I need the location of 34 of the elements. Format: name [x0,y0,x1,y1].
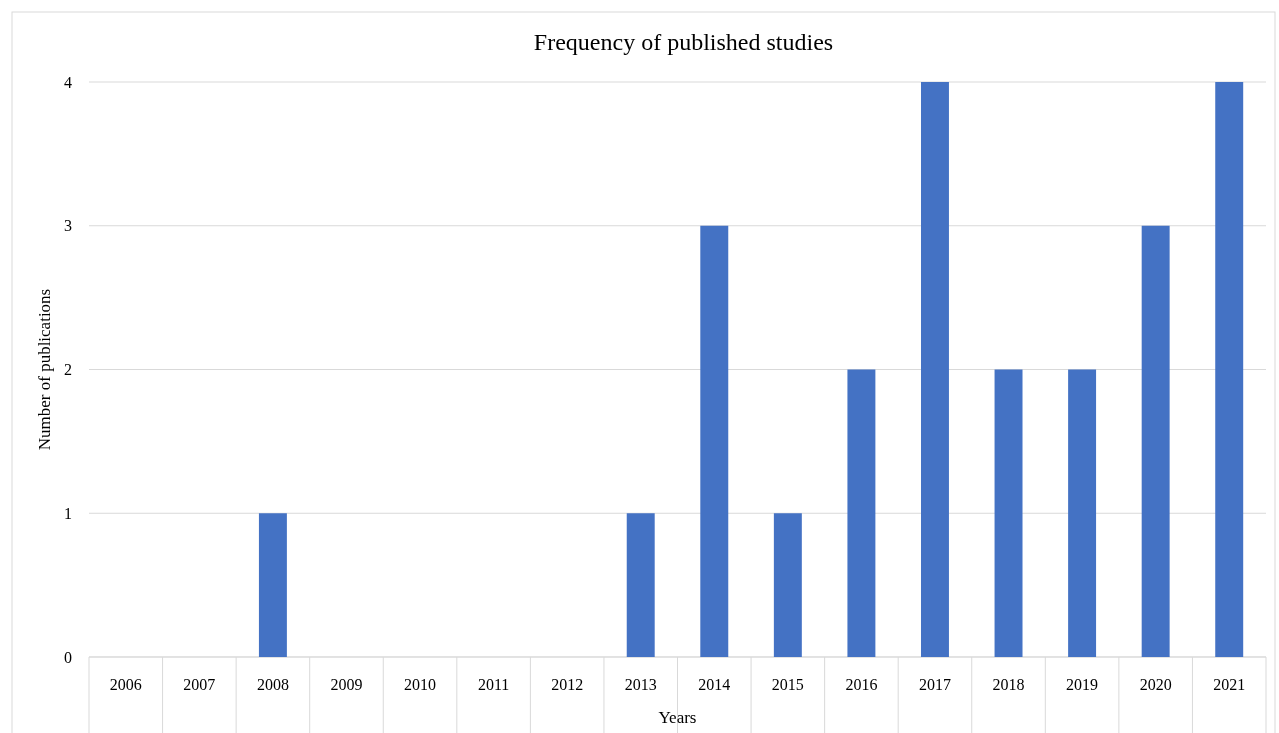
x-tick-label: 2019 [1066,676,1099,693]
y-tick-label: 4 [64,73,72,91]
bar [920,82,949,657]
x-tick-label: 2009 [330,676,363,693]
y-tick-label: 0 [64,648,72,666]
bar [847,369,876,657]
bar [700,225,729,657]
x-tick-label: 2010 [404,676,437,693]
x-axis-title: Years [658,708,697,727]
bar [1141,225,1170,657]
bar [1215,82,1244,657]
bar [773,513,802,657]
x-tick-label: 2011 [477,676,510,693]
y-axis-title: Number of publications [35,288,54,451]
x-tick-label: 2020 [1139,676,1172,693]
y-tick-label: 3 [64,217,72,235]
y-tick-label: 2 [64,361,72,379]
chart-title: Frequency of published studies [533,29,834,55]
x-tick-label: 2006 [109,676,142,693]
x-tick-label: 2015 [771,676,804,693]
x-tick-label: 2008 [256,676,289,693]
x-tick-label: 2018 [992,676,1025,693]
x-tick-label: 2007 [183,676,216,693]
x-tick-label: 2012 [551,676,584,693]
x-tick-label: 2013 [624,676,657,693]
bar [258,513,287,657]
bar [1068,369,1097,657]
x-tick-label: 2016 [845,676,878,693]
x-tick-label: 2017 [918,676,951,693]
x-tick-label: 2021 [1213,676,1246,693]
bar [994,369,1023,657]
y-tick-label: 1 [64,504,72,522]
x-tick-label: 2014 [698,676,731,693]
bar [626,513,655,657]
